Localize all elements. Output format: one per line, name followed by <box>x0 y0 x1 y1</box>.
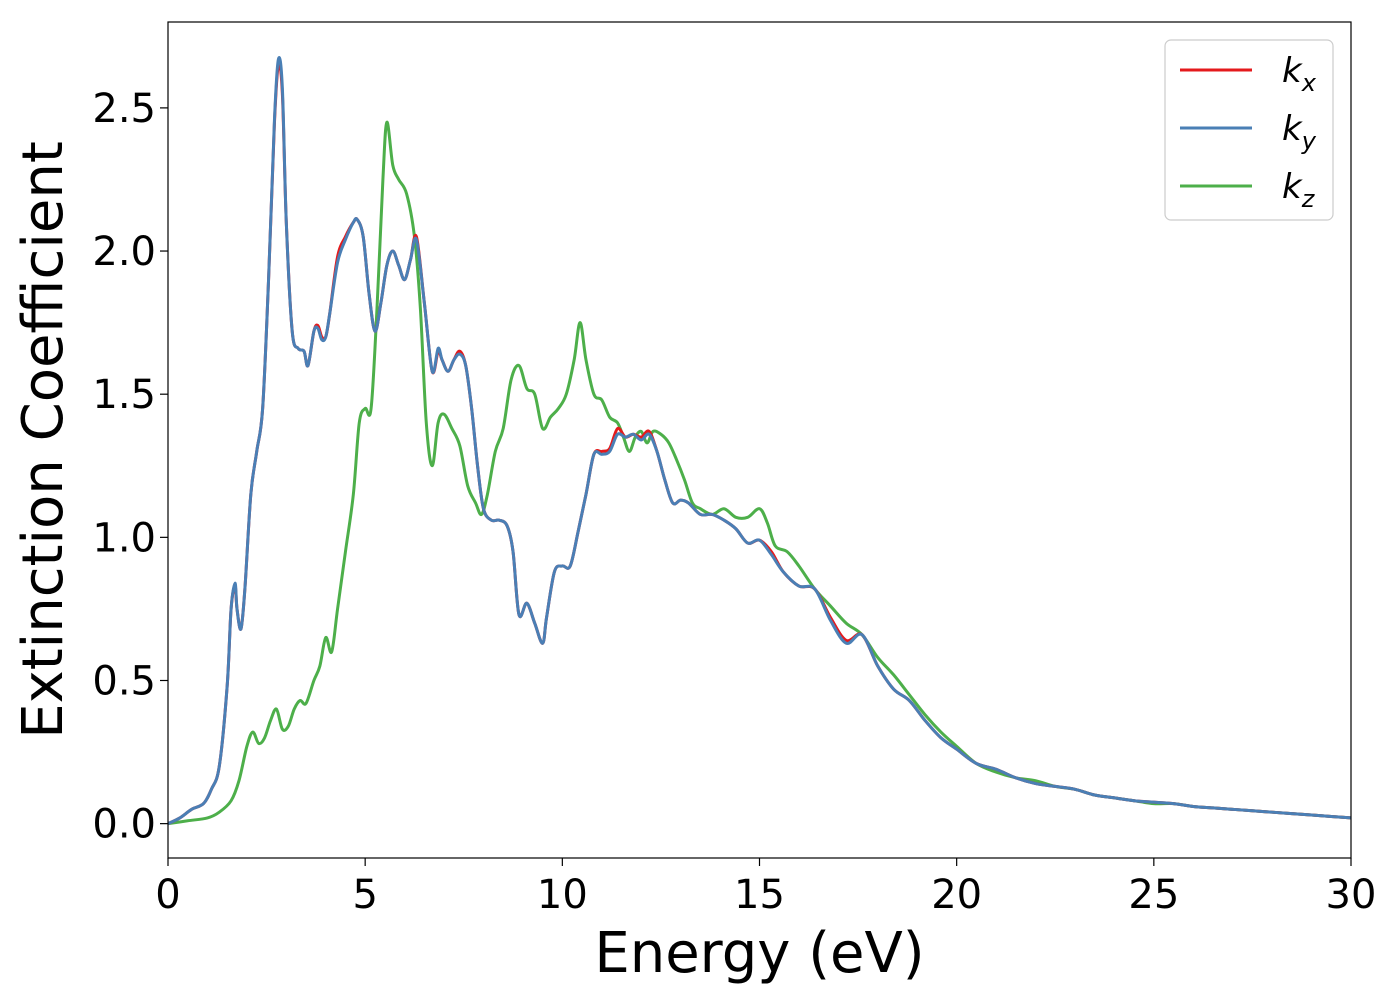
x-tick-label: 10 <box>537 872 588 918</box>
y-tick-label: 2.0 <box>92 229 156 275</box>
x-tick-label: 5 <box>352 872 377 918</box>
y-tick-label: 1.0 <box>92 515 156 561</box>
series-line-y <box>168 56 1351 825</box>
x-tick-label: 20 <box>931 872 982 918</box>
x-axis-ticks: 0 5 10 15 20 25 30 <box>155 858 1376 918</box>
y-axis-ticks: 0.0 0.5 1.0 1.5 2.0 2.5 <box>92 86 168 848</box>
legend: kx ky kz <box>1164 39 1334 221</box>
series-layer <box>168 56 1351 826</box>
legend-box <box>1164 39 1334 221</box>
y-tick-label: 0.5 <box>92 658 156 704</box>
x-axis-title: Energy (eV) <box>594 921 924 986</box>
x-tick-label: 0 <box>155 872 180 918</box>
y-tick-label: 2.5 <box>92 86 156 132</box>
series-line-z <box>168 120 1351 826</box>
legend-label-y: ky <box>1282 109 1317 155</box>
x-tick-label: 30 <box>1326 872 1377 918</box>
y-tick-label: 0.0 <box>92 802 156 848</box>
legend-label-z: kz <box>1282 167 1316 213</box>
y-tick-label: 1.5 <box>92 372 156 418</box>
legend-label-x: kx <box>1282 51 1317 97</box>
x-tick-label: 15 <box>734 872 785 918</box>
x-tick-label: 25 <box>1128 872 1179 918</box>
y-axis-title: Extinction Coefficient <box>11 141 76 739</box>
